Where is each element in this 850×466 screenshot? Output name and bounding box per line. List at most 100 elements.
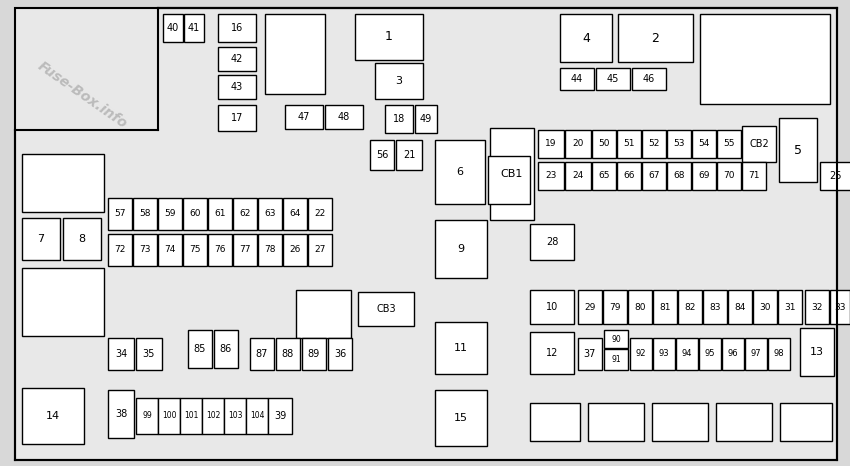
- Text: 34: 34: [115, 349, 128, 359]
- Text: 69: 69: [698, 171, 710, 180]
- Bar: [745, 338, 767, 370]
- Text: 59: 59: [164, 210, 176, 219]
- Bar: [653, 338, 675, 370]
- Text: 82: 82: [684, 302, 695, 311]
- Text: 61: 61: [214, 210, 226, 219]
- Bar: [214, 330, 238, 368]
- Bar: [435, 220, 487, 278]
- Text: 9: 9: [457, 244, 465, 254]
- Bar: [632, 68, 666, 90]
- Text: 11: 11: [454, 343, 468, 353]
- Bar: [208, 234, 232, 266]
- Text: 39: 39: [274, 411, 286, 421]
- Text: 103: 103: [228, 411, 242, 420]
- Text: 12: 12: [546, 348, 558, 358]
- Text: 46: 46: [643, 74, 655, 84]
- Bar: [538, 130, 564, 158]
- Text: 32: 32: [811, 302, 823, 311]
- Bar: [224, 398, 246, 434]
- Bar: [488, 156, 530, 204]
- Text: 90: 90: [611, 335, 620, 343]
- Bar: [578, 338, 602, 370]
- Text: CB3: CB3: [377, 304, 396, 314]
- Text: 35: 35: [143, 349, 156, 359]
- Bar: [133, 198, 157, 230]
- Text: 71: 71: [748, 171, 760, 180]
- Text: 15: 15: [454, 413, 468, 423]
- Text: 63: 63: [264, 210, 275, 219]
- Bar: [258, 234, 282, 266]
- Bar: [578, 290, 602, 324]
- Text: 14: 14: [46, 411, 60, 421]
- Text: 51: 51: [623, 139, 635, 149]
- Bar: [530, 403, 580, 441]
- Text: 88: 88: [282, 349, 294, 359]
- Bar: [246, 398, 268, 434]
- Text: 44: 44: [571, 74, 583, 84]
- Bar: [435, 390, 487, 446]
- Bar: [355, 14, 423, 60]
- Bar: [805, 290, 829, 324]
- Text: 42: 42: [231, 54, 243, 64]
- Bar: [15, 8, 158, 130]
- Bar: [565, 130, 591, 158]
- Bar: [717, 162, 741, 190]
- Text: CB1: CB1: [501, 169, 524, 179]
- Bar: [302, 338, 326, 370]
- Bar: [308, 198, 332, 230]
- Text: 92: 92: [636, 350, 646, 358]
- Bar: [778, 290, 802, 324]
- Bar: [560, 68, 594, 90]
- Text: 89: 89: [308, 349, 320, 359]
- Text: 55: 55: [723, 139, 734, 149]
- Bar: [565, 162, 591, 190]
- Text: 17: 17: [231, 113, 243, 123]
- Text: 80: 80: [634, 302, 646, 311]
- Bar: [258, 198, 282, 230]
- Text: 27: 27: [314, 246, 326, 254]
- Bar: [530, 224, 574, 260]
- Bar: [728, 290, 752, 324]
- Text: 28: 28: [546, 237, 558, 247]
- Bar: [676, 338, 698, 370]
- Text: 76: 76: [214, 246, 226, 254]
- Bar: [285, 105, 323, 129]
- Text: CB2: CB2: [749, 139, 769, 149]
- Bar: [753, 290, 777, 324]
- Text: 67: 67: [649, 171, 660, 180]
- Bar: [780, 403, 832, 441]
- Text: 24: 24: [572, 171, 584, 180]
- Text: 53: 53: [673, 139, 685, 149]
- Text: 96: 96: [728, 350, 739, 358]
- Bar: [630, 338, 652, 370]
- Bar: [618, 14, 693, 62]
- Bar: [184, 14, 204, 42]
- Text: 74: 74: [164, 246, 176, 254]
- Text: 22: 22: [314, 210, 326, 219]
- Bar: [800, 328, 834, 376]
- Bar: [617, 162, 641, 190]
- Bar: [283, 198, 307, 230]
- Bar: [308, 234, 332, 266]
- Bar: [108, 198, 132, 230]
- Text: 104: 104: [250, 411, 264, 420]
- Bar: [108, 390, 134, 438]
- Text: 41: 41: [188, 23, 200, 33]
- Bar: [768, 338, 790, 370]
- Bar: [692, 162, 716, 190]
- Bar: [22, 218, 60, 260]
- Bar: [667, 162, 691, 190]
- Bar: [435, 140, 485, 204]
- Bar: [218, 75, 256, 99]
- Bar: [276, 338, 300, 370]
- Bar: [133, 234, 157, 266]
- Text: 48: 48: [337, 112, 350, 122]
- Bar: [328, 338, 352, 370]
- Bar: [667, 130, 691, 158]
- Text: 20: 20: [572, 139, 584, 149]
- Bar: [358, 292, 414, 326]
- Text: 30: 30: [759, 302, 771, 311]
- Text: 84: 84: [734, 302, 745, 311]
- Text: 5: 5: [794, 144, 802, 157]
- Text: 25: 25: [830, 171, 842, 181]
